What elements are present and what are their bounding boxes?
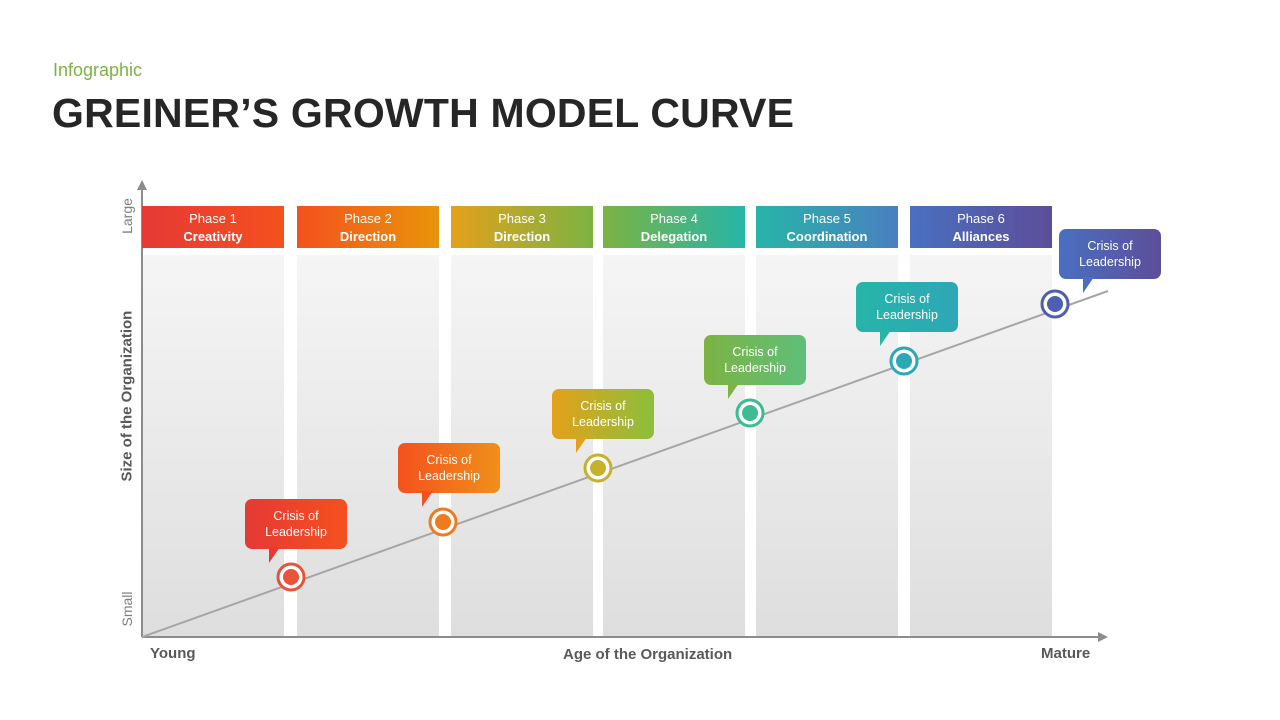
phase-header: Phase 5 Coordination — [756, 206, 898, 248]
phase-number: Phase 5 — [803, 211, 851, 226]
phase-number: Phase 4 — [650, 211, 698, 226]
phase-header: Phase 4 Delegation — [603, 206, 745, 248]
slide-subtitle: Infographic — [53, 60, 143, 80]
crisis-callout: Crisis of Leadership — [704, 335, 806, 399]
crisis-text-line2: Leadership — [418, 469, 480, 483]
crisis-marker-dot — [742, 405, 758, 421]
slide-title: GREINER’S GROWTH MODEL CURVE — [52, 90, 795, 136]
phase-number: Phase 3 — [498, 211, 546, 226]
x-axis-right-label: Mature — [1041, 645, 1091, 662]
x-axis-label: Age of the Organization — [563, 646, 733, 663]
y-axis-bottom-label: Small — [119, 591, 135, 627]
crisis-text-line2: Leadership — [724, 361, 786, 375]
phase-name: Alliances — [952, 229, 1010, 244]
phase-name: Creativity — [183, 229, 243, 244]
phase-name: Direction — [493, 229, 551, 244]
crisis-text-line2: Leadership — [572, 415, 634, 429]
crisis-marker-dot — [283, 569, 299, 585]
x-axis-left-label: Young — [150, 645, 196, 662]
crisis-text-line1: Crisis of — [580, 399, 626, 413]
y-axis-top-label: Large — [119, 198, 135, 234]
crisis-text-line2: Leadership — [876, 308, 938, 322]
y-axis-label: Size of the Organization — [118, 310, 136, 482]
crisis-text-line2: Leadership — [1079, 255, 1141, 269]
crisis-callout: Crisis of Leadership — [398, 443, 500, 507]
crisis-text-line1: Crisis of — [426, 453, 472, 467]
crisis-marker-dot — [590, 460, 606, 476]
crisis-marker-dot — [1047, 296, 1063, 312]
crisis-callout: Crisis of Leadership — [1059, 229, 1161, 293]
phase-name: Delegation — [640, 229, 708, 244]
crisis-text-line1: Crisis of — [732, 345, 778, 359]
phase-number: Phase 1 — [189, 211, 237, 226]
phase-header: Phase 2 Direction — [297, 206, 439, 248]
crisis-text-line2: Leadership — [265, 525, 327, 539]
crisis-callout: Crisis of Leadership — [856, 282, 958, 346]
phase-name: Coordination — [786, 229, 868, 244]
crisis-text-line1: Crisis of — [884, 292, 930, 306]
phase-header: Phase 6 Alliances — [910, 206, 1052, 248]
crisis-marker-dot — [896, 353, 912, 369]
crisis-marker-dot — [435, 514, 451, 530]
phase-header: Phase 1 Creativity — [142, 206, 284, 248]
crisis-callout: Crisis of Leadership — [245, 499, 347, 563]
phase-column — [142, 255, 284, 636]
phase-number: Phase 6 — [957, 211, 1005, 226]
phase-header: Phase 3 Direction — [451, 206, 593, 248]
crisis-text-line1: Crisis of — [1087, 239, 1133, 253]
crisis-callout: Crisis of Leadership — [552, 389, 654, 453]
phase-name: Direction — [339, 229, 397, 244]
crisis-text-line1: Crisis of — [273, 509, 319, 523]
phase-number: Phase 2 — [344, 211, 392, 226]
